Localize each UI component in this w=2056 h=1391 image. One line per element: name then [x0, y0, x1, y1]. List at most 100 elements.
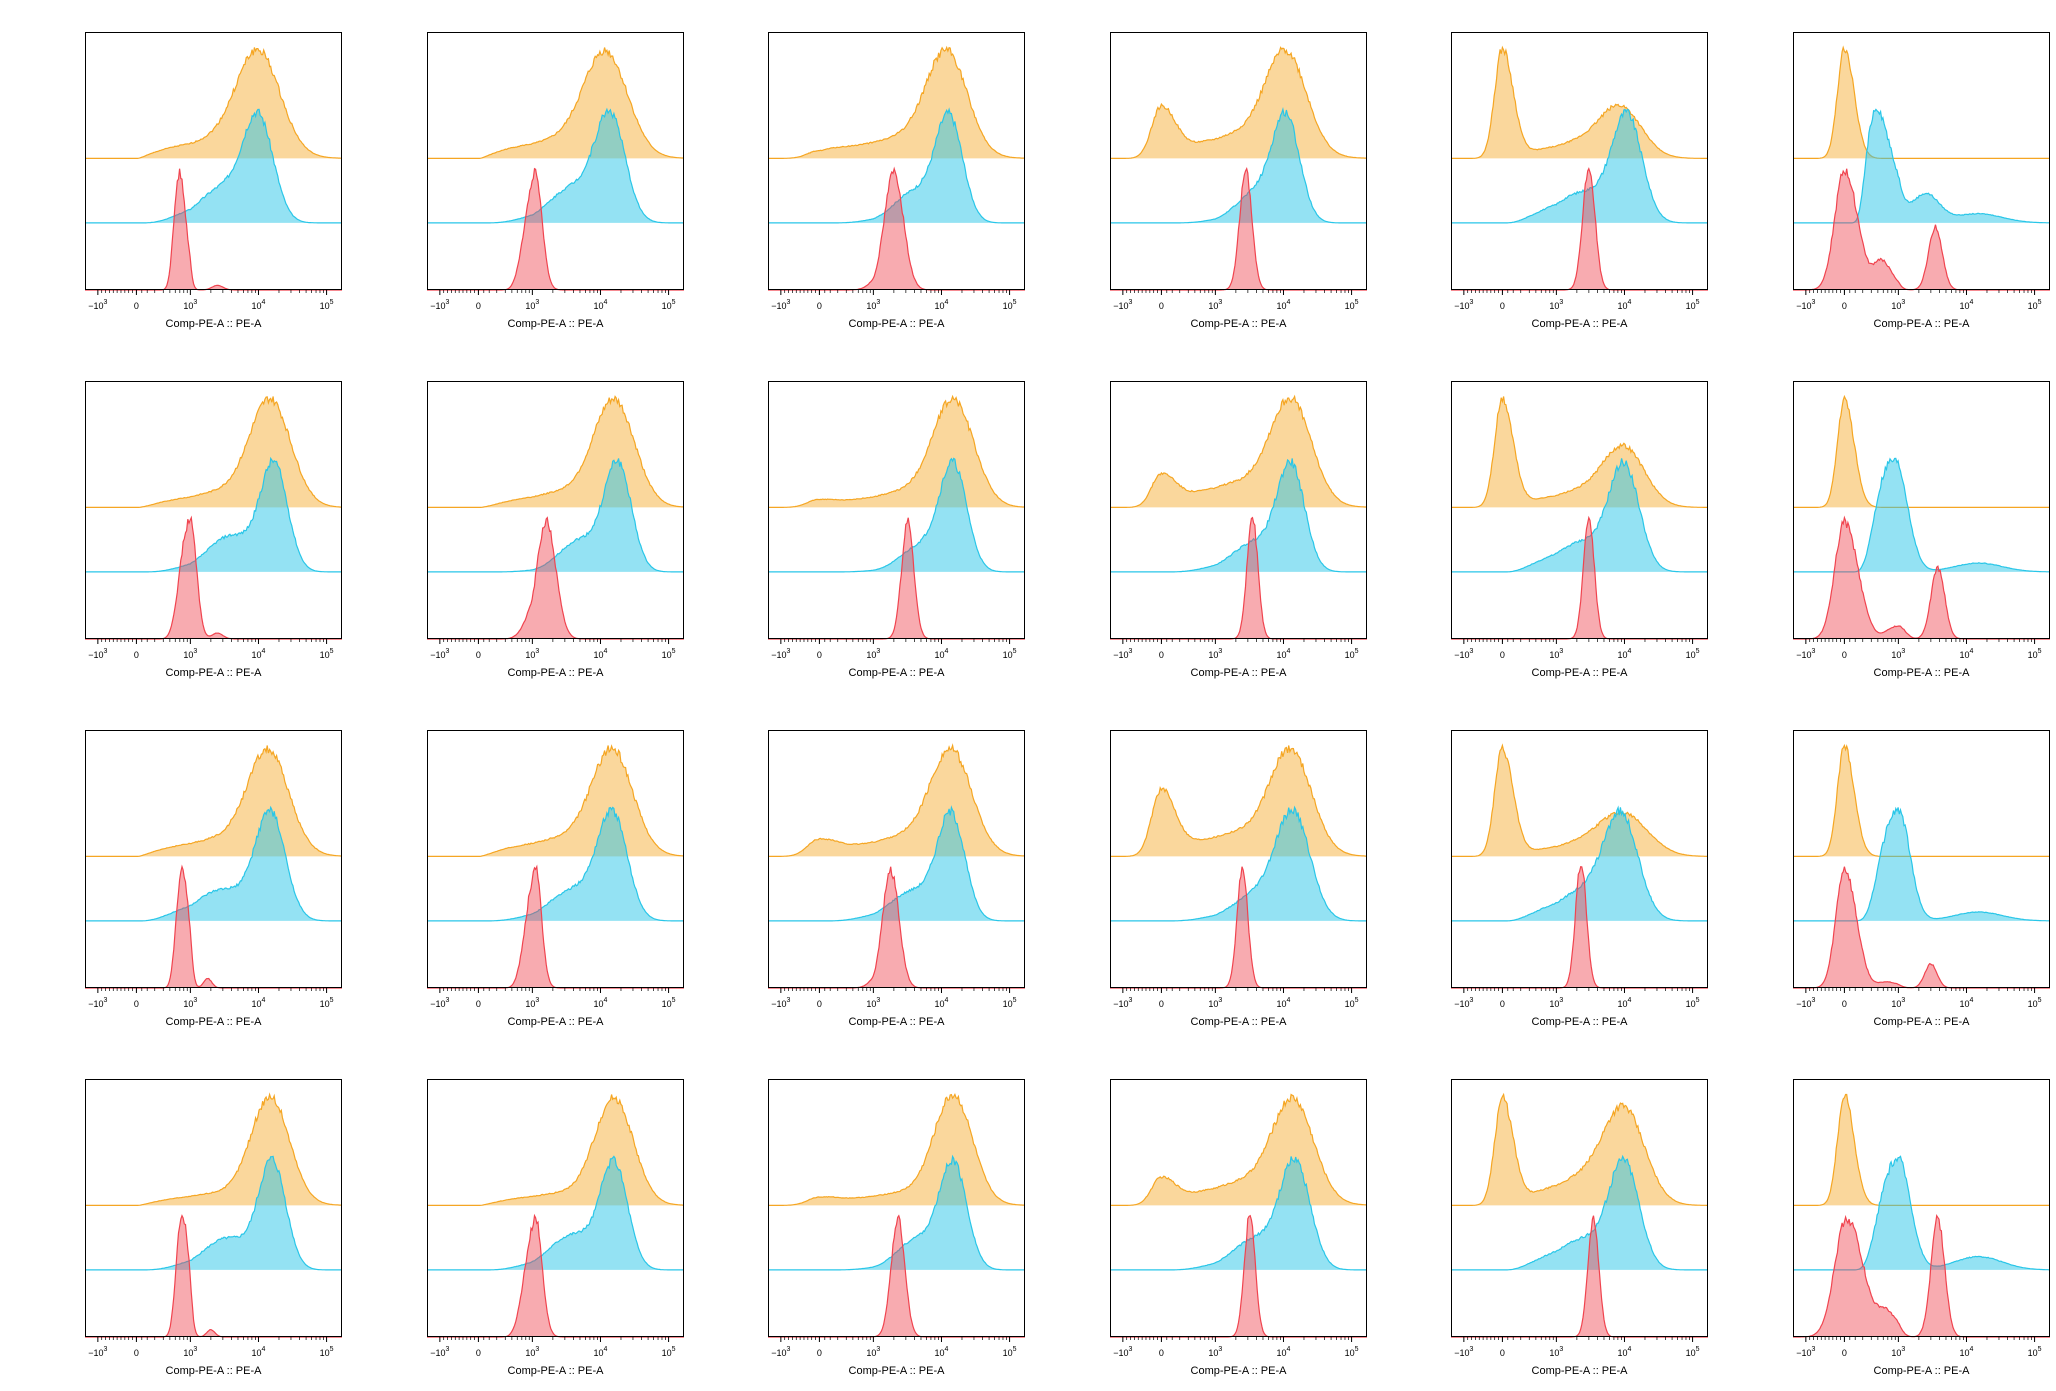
- histogram-plot: −103 0 103 104 105: [768, 381, 1026, 660]
- orange-histogram-fill: [85, 396, 342, 508]
- plot-frame: [85, 381, 342, 639]
- red-histogram-fill: [427, 168, 684, 290]
- x-tick-label: 104: [252, 648, 266, 660]
- x-axis-label: Comp-PE-A :: PE-A: [848, 1365, 945, 1377]
- x-tick-label: 105: [662, 648, 676, 660]
- x-axis-label: Comp-PE-A :: PE-A: [165, 667, 262, 679]
- x-tick-label: 104: [1618, 1346, 1632, 1358]
- x-tick-label: 103: [1891, 299, 1905, 311]
- orange-histogram-fill: [85, 47, 342, 159]
- red-histogram-fill: [1793, 1215, 2050, 1337]
- histogram-plot: −103 0 103 104 105: [1793, 32, 2050, 311]
- x-tick-label: 105: [1345, 648, 1359, 660]
- cyan-histogram-fill: [768, 109, 1025, 223]
- orange-histogram-fill: [1451, 745, 1708, 857]
- orange-histogram-fill: [1451, 1094, 1708, 1206]
- x-tick-label: −103: [1113, 299, 1132, 311]
- histogram-plot: −103 0 103 104 105: [1451, 381, 1708, 660]
- histogram-plot: −103 0 103 104 105: [427, 32, 685, 311]
- orange-histogram-line: [768, 394, 1026, 508]
- x-tick-label: 105: [1686, 299, 1700, 311]
- x-tick-label: 0: [1159, 999, 1164, 1009]
- x-tick-label: 0: [1500, 999, 1505, 1009]
- cyan-histogram-fill: [85, 1156, 342, 1270]
- x-tick-label: 105: [662, 997, 676, 1009]
- plot-frame: [85, 32, 342, 290]
- plot-frame: [1451, 381, 1708, 639]
- cyan-histogram-fill: [1451, 807, 1708, 921]
- orange-histogram-line: [1451, 743, 1708, 857]
- x-tick-label: 105: [1003, 997, 1017, 1009]
- x-tick-label: 105: [2028, 299, 2042, 311]
- plot-frame: [85, 730, 342, 988]
- x-tick-label: −103: [430, 299, 449, 311]
- x-tick-label: 0: [134, 301, 139, 311]
- x-axis-label: Comp-PE-A :: PE-A: [1531, 1365, 1628, 1377]
- orange-histogram-fill: [85, 1094, 342, 1206]
- minor-ticks: [1126, 1337, 1349, 1340]
- x-tick-label: −103: [1796, 997, 1815, 1009]
- orange-histogram-line: [1110, 745, 1367, 857]
- histogram-panel-r3-c2: −103 0 103 104 105 Comp-PE-A :: PE-A: [427, 730, 684, 1038]
- x-tick-label: 104: [1277, 299, 1291, 311]
- x-tick-label: 0: [1842, 999, 1847, 1009]
- histogram-plot: −103 0 103 104 105: [427, 730, 684, 1009]
- x-tick-label: 0: [817, 301, 822, 311]
- x-tick-label: −103: [1454, 997, 1473, 1009]
- x-tick-label: 103: [525, 648, 539, 660]
- cyan-histogram-line: [427, 458, 684, 573]
- red-histogram-fill: [768, 168, 1025, 290]
- red-histogram-fill: [85, 866, 342, 988]
- x-tick-label: 0: [476, 1348, 481, 1358]
- x-tick-label: 103: [183, 997, 197, 1009]
- x-tick-label: −103: [1113, 997, 1132, 1009]
- x-tick-label: 0: [134, 999, 139, 1009]
- x-tick-label: −103: [88, 997, 107, 1009]
- x-tick-label: 105: [320, 1346, 334, 1358]
- x-tick-label: 103: [1549, 299, 1563, 311]
- x-tick-label: −103: [430, 1346, 449, 1358]
- plot-frame: [1451, 1079, 1708, 1337]
- cyan-histogram-line: [1110, 1156, 1367, 1271]
- cyan-histogram-line: [1793, 806, 2050, 922]
- x-tick-label: 104: [1618, 299, 1632, 311]
- plot-frame: [1793, 32, 2050, 290]
- red-histogram-fill: [768, 517, 1025, 639]
- cyan-histogram-line: [85, 456, 342, 573]
- x-tick-label: 0: [134, 1348, 139, 1358]
- plot-frame: [1110, 1079, 1367, 1337]
- x-tick-label: −103: [1113, 1346, 1132, 1358]
- minor-ticks: [443, 290, 666, 293]
- orange-histogram-line: [1110, 394, 1368, 508]
- x-axis-label: Comp-PE-A :: PE-A: [1873, 318, 1970, 330]
- orange-histogram-fill: [85, 745, 342, 857]
- x-axis-label: Comp-PE-A :: PE-A: [507, 1365, 604, 1377]
- x-tick-label: 105: [1003, 299, 1017, 311]
- histogram-plot: −103 0 103 104 105: [1451, 730, 1708, 1009]
- x-tick-label: −103: [88, 648, 107, 660]
- cyan-histogram-fill: [1451, 1156, 1708, 1270]
- red-histogram-line: [1110, 516, 1367, 640]
- x-tick-label: 105: [1003, 1346, 1017, 1358]
- x-tick-label: 105: [2028, 648, 2042, 660]
- x-tick-label: 104: [252, 997, 266, 1009]
- histogram-panel-r3-c5: −103 0 103 104 105 Comp-PE-A :: PE-A: [1451, 730, 1708, 1038]
- orange-histogram-line: [85, 396, 342, 508]
- x-tick-label: 104: [1277, 648, 1291, 660]
- histogram-plot: −103 0 103 104 105: [427, 381, 685, 660]
- x-tick-label: 103: [1891, 648, 1905, 660]
- x-axis-label: Comp-PE-A :: PE-A: [1190, 318, 1287, 330]
- histogram-plot: −103 0 103 104 105: [768, 1079, 1026, 1358]
- cyan-histogram-fill: [768, 1156, 1025, 1270]
- histogram-panel-r2-c6: −103 0 103 104 105 Comp-PE-A :: PE-A: [1793, 381, 2050, 689]
- x-axis-label: Comp-PE-A :: PE-A: [1873, 667, 1970, 679]
- minor-ticks: [784, 988, 1007, 991]
- x-axis-label: Comp-PE-A :: PE-A: [507, 667, 604, 679]
- x-axis-label: Comp-PE-A :: PE-A: [1873, 1365, 1970, 1377]
- minor-ticks: [1467, 1337, 1690, 1340]
- cyan-histogram-fill: [1110, 1156, 1367, 1270]
- red-histogram-fill: [427, 1215, 684, 1337]
- orange-histogram-line: [1451, 45, 1708, 159]
- cyan-histogram-line: [85, 805, 342, 922]
